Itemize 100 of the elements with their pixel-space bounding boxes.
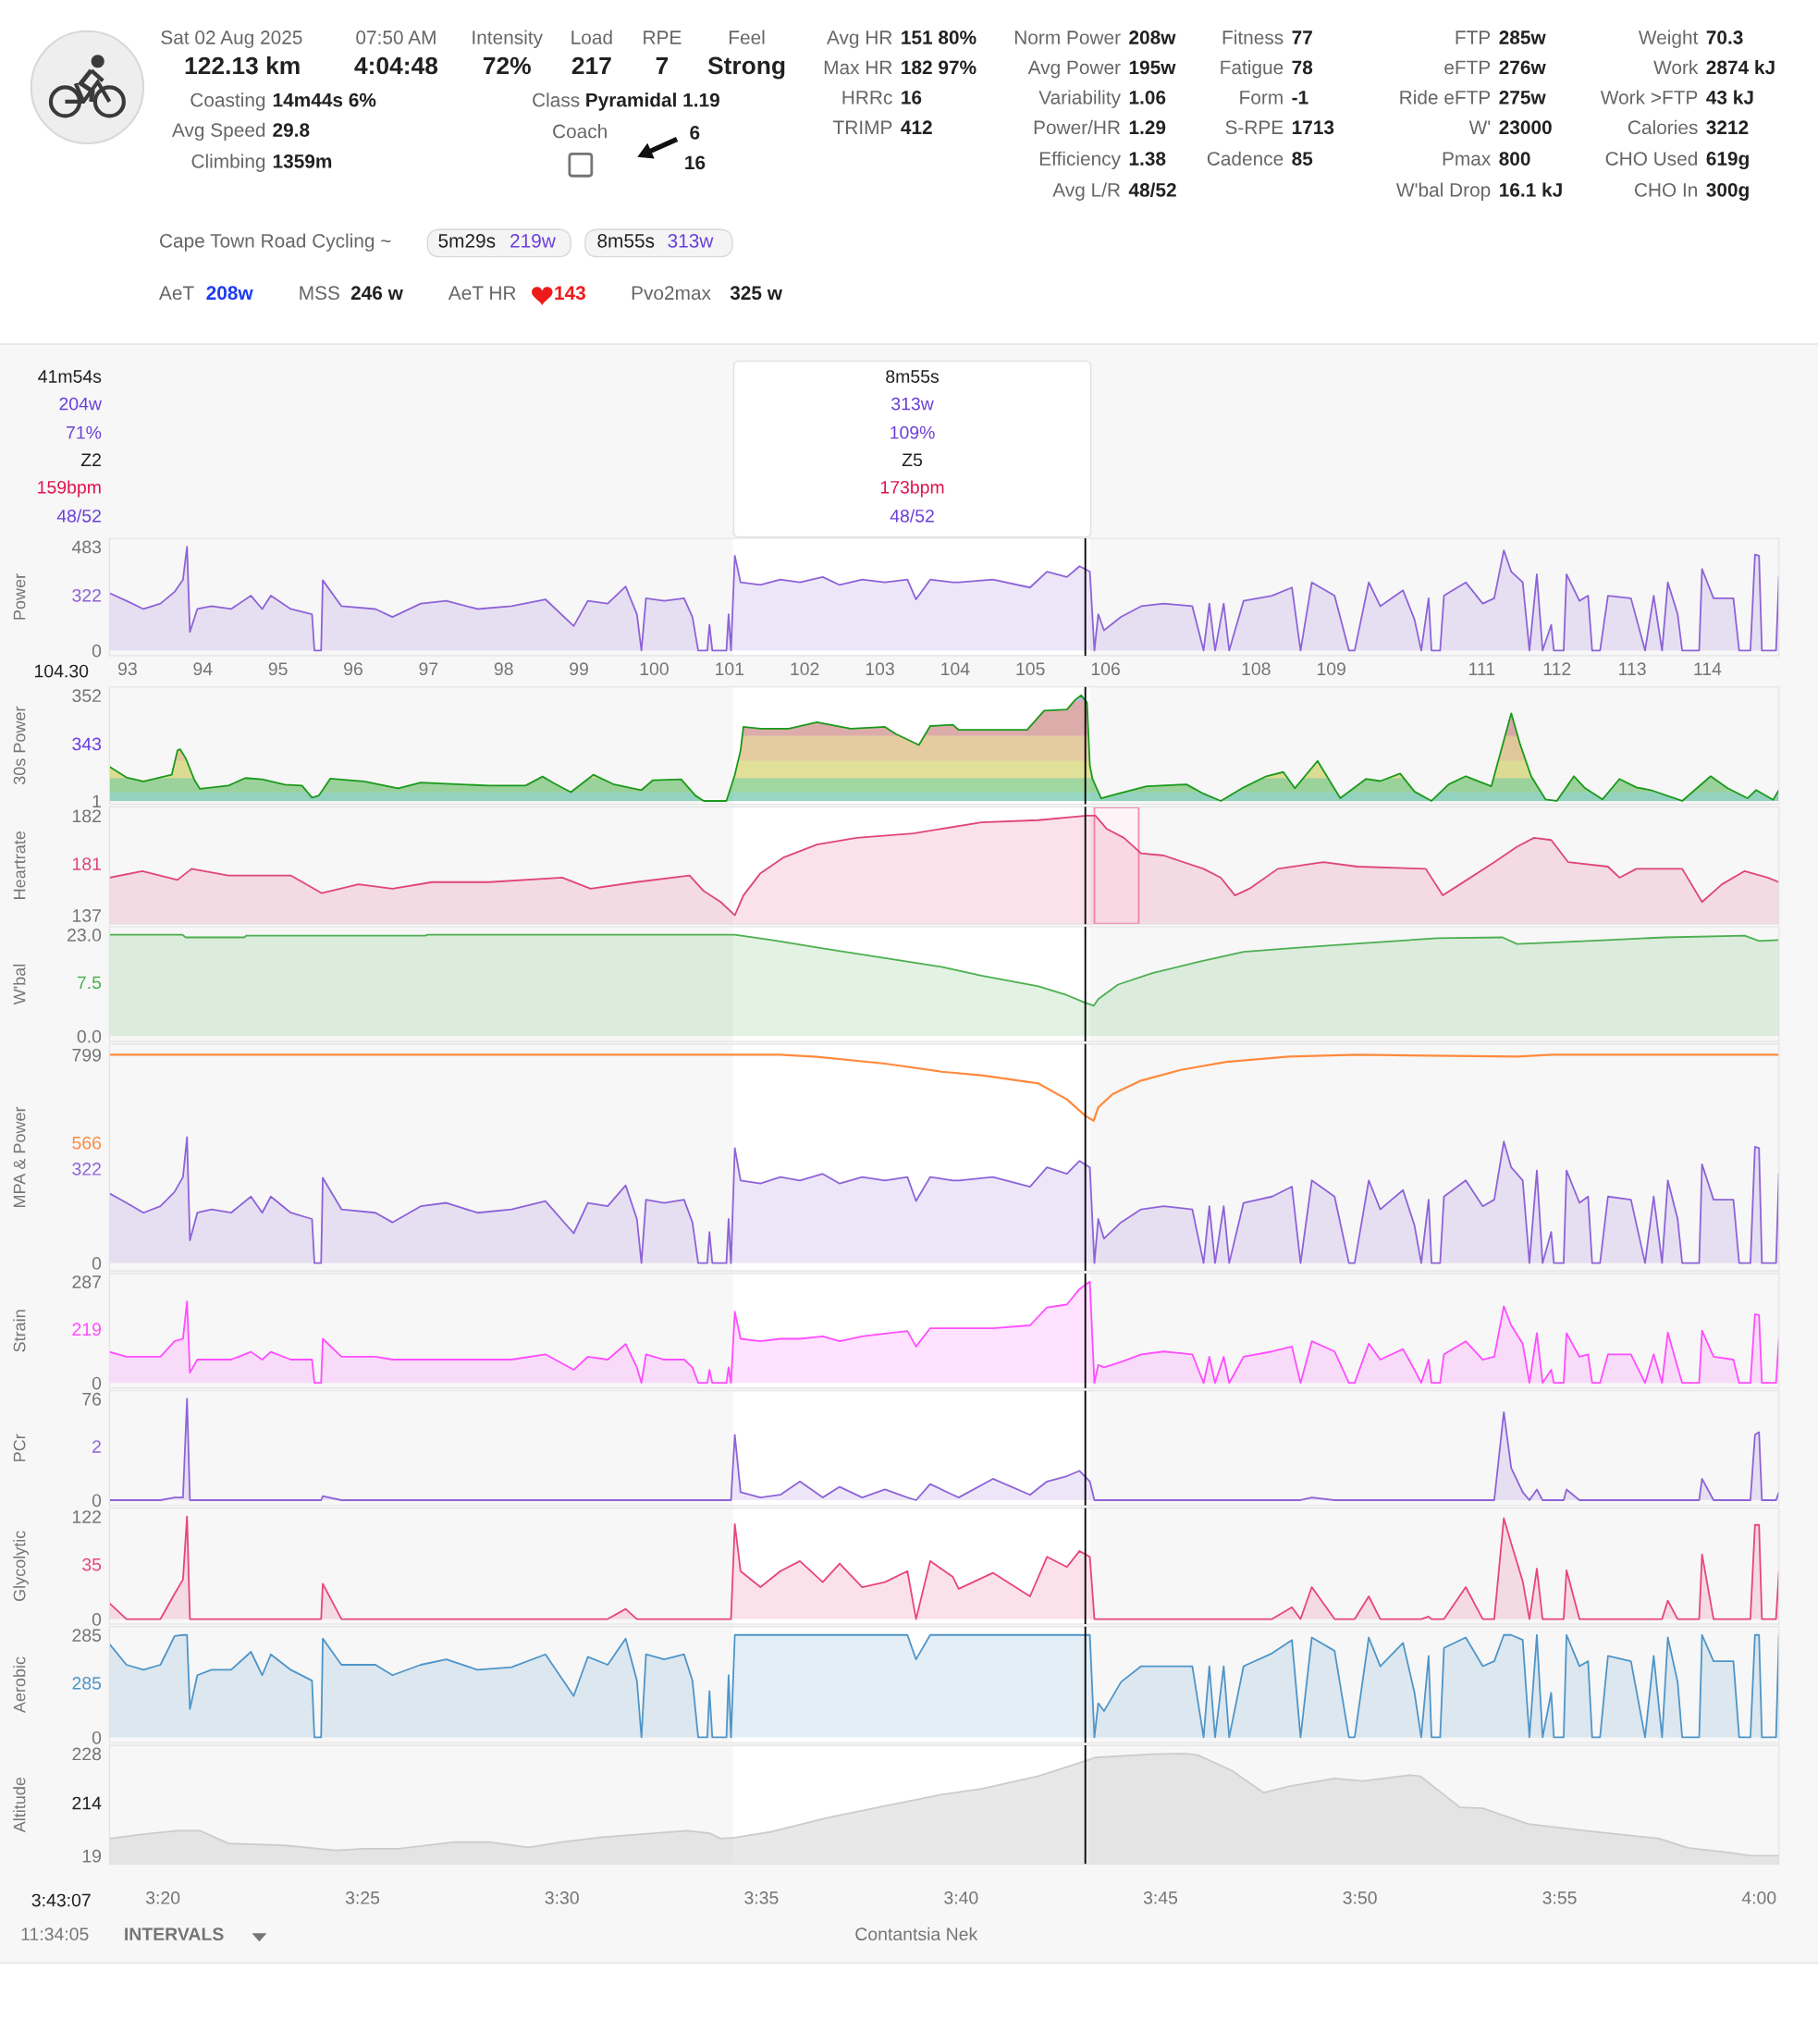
x2-tick-label: 96 [344,662,362,676]
text: Sat 02 Aug 2025 [161,31,302,48]
x2-tick-label: 111 [1469,662,1495,675]
y-axis-title: Heartrate [13,831,26,899]
text: 325 w [730,286,783,301]
text: 217 [571,56,611,75]
x2-tick-label: 108 [1242,662,1271,676]
text: Coach [553,124,607,139]
y-tick-label: 23.0 [68,929,102,942]
text: 35 [82,1558,102,1571]
y-tick-label: 0 [92,1376,102,1390]
text: W' [1468,120,1491,134]
y-axis-title: Power [13,573,26,620]
text: 219w [510,233,556,248]
x-tick-label: 3:55 [1542,1891,1577,1904]
x2-tick-label: 93 [118,662,137,676]
y-tick-label: 287 [72,1275,101,1288]
x-tick-label: 3:40 [944,1891,978,1904]
x-tick-label: 3:45 [1143,1891,1178,1904]
text: FTP [1456,31,1491,44]
text: 71% [67,425,102,439]
x-tick-label: 3:20 [145,1891,180,1904]
text: CHO In [1634,183,1697,197]
y-axis-title: Aerobic [13,1656,26,1714]
y-tick-label: 285 [72,1629,102,1642]
text: 29.8 [273,123,310,137]
y-tick-label: 137 [72,909,101,922]
text: Avg Power [1027,60,1121,79]
text: 1.06 [1129,90,1166,105]
text: MSS [300,286,339,301]
text: Calories [1628,119,1698,135]
text: 5m29s [438,233,496,248]
x-tick-label: 4:00 [1741,1891,1776,1904]
y-tick-label: 0 [92,644,102,658]
y-tick-label: 76 [82,1392,102,1406]
text: Work >FTP [1600,90,1698,105]
y-axis-title: PCr [13,1434,26,1461]
text: Fitness [1222,30,1284,44]
text: 343 [72,737,102,751]
x2-tick-label: 94 [193,662,213,676]
text: 70.3 [1706,31,1743,44]
text: Avg L/R [1052,182,1121,201]
x2-tick-label: 114 [1694,662,1722,675]
text: -1 [1292,91,1308,105]
x2-tick-label: 106 [1091,662,1120,676]
x-tick-label: 3:25 [345,1891,380,1904]
text: 195w [1129,60,1176,75]
text: 7 [656,56,669,75]
y-axis-title: MPA & Power [13,1106,26,1208]
text: 1359m [273,154,332,168]
text: Load [571,30,612,44]
text: INTERVALS [125,1927,224,1941]
text: HRRc [842,91,892,105]
text: 41m54s [38,370,102,383]
text: 322 [72,1163,101,1176]
text: 1.29 [1129,120,1166,135]
x-tick-label: 3:50 [1343,1891,1377,1904]
text: 208w [1129,31,1176,44]
y-tick-label: 0 [92,1730,102,1744]
x2-tick-label: 113 [1619,662,1646,676]
text: 7.5 [77,976,102,990]
text: TRIMP [833,120,892,134]
text: Weight [1638,30,1699,48]
text: Strong [707,56,785,80]
y-tick-label: 1 [92,794,101,808]
text: 16 [902,90,922,105]
text: RPE [644,31,682,44]
x2-tick-label: 95 [268,662,288,676]
text: 143 [555,286,585,301]
text: 159bpm [38,480,101,498]
text: 104.30 [34,664,89,678]
x-tick-label: 3:30 [545,1891,579,1904]
text: 11:34:05 [21,1927,89,1941]
text: 313w [891,397,934,411]
x2-tick-label: 104 [941,662,970,676]
text: Power/HR [1034,119,1121,135]
text: 2874 kJ [1706,59,1775,75]
text: 85 [1292,152,1313,166]
y-axis-title: Glycolytic [13,1531,30,1602]
text: Climbing [191,154,265,172]
text: 285w [1499,31,1546,44]
text: Feel [729,30,765,44]
x2-tick-label: 102 [791,662,819,676]
x2-tick-label: 100 [640,662,669,676]
text: 151 80% [902,31,977,44]
text: Intensity [473,30,543,48]
text: Fatigue [1221,59,1284,79]
text: Contantsia Nek [855,1927,978,1941]
text: 275w [1499,90,1546,105]
text: Cadence [1207,151,1284,166]
text: 109% [891,425,935,439]
y-tick-label: 799 [72,1048,102,1062]
text: 322 [72,588,101,602]
text: 48/52 [890,509,934,523]
x2-tick-label: 101 [716,662,744,676]
y-tick-label: 228 [72,1747,102,1761]
y-tick-label: 19 [82,1849,102,1863]
text: 78 [1292,60,1313,75]
x2-tick-label: 98 [494,662,513,676]
text: AeT HR [448,286,516,301]
